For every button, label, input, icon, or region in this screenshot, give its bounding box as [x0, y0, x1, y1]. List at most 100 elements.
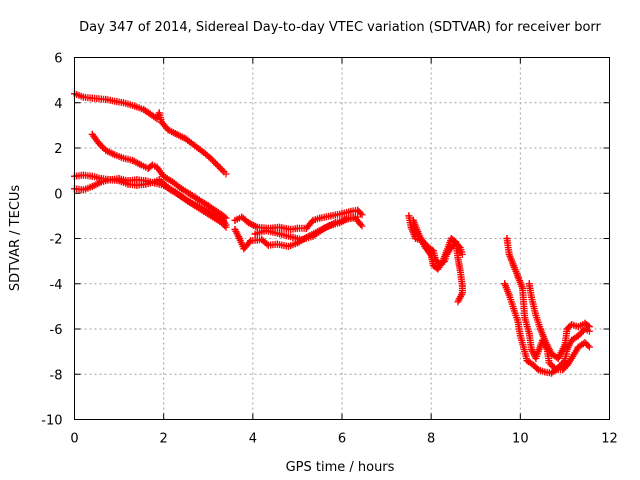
data-point: [111, 151, 119, 159]
data-point: [253, 223, 261, 231]
series-pass-10: [503, 235, 593, 374]
data-point: [536, 325, 544, 333]
data-point: [164, 126, 172, 134]
data-point: [178, 185, 185, 193]
data-point: [131, 102, 139, 110]
data-point: [452, 238, 460, 246]
series-trail: [71, 90, 228, 176]
data-point: [222, 170, 230, 178]
tick-layer: 0 2 4 6 8 10 12 -10 -8 -6 -4 -2 0 2 4 6: [41, 52, 618, 447]
data-point: [534, 348, 542, 356]
data-point: [276, 230, 284, 238]
data-point: [88, 182, 96, 190]
data-point: [79, 93, 87, 101]
data-point: [527, 345, 535, 353]
data-point: [88, 94, 96, 102]
data-point: [262, 227, 270, 235]
data-point: [144, 164, 152, 172]
data-point: [456, 244, 464, 252]
data-point: [354, 206, 362, 214]
data-point: [120, 99, 128, 107]
data-point: [456, 266, 464, 274]
data-point: [532, 354, 540, 362]
y-tick-label: 0: [54, 187, 62, 202]
x-tick-label: 2: [160, 432, 168, 447]
series-layer: [71, 90, 593, 377]
data-point: [258, 236, 266, 244]
data-point: [568, 320, 576, 328]
data-point: [164, 184, 172, 192]
data-point: [309, 232, 317, 240]
data-point: [331, 219, 339, 227]
data-point: [438, 258, 446, 266]
data-point: [548, 350, 556, 358]
data-point: [287, 225, 295, 233]
series-trail: [88, 130, 229, 221]
data-point: [519, 284, 527, 292]
data-point: [514, 318, 522, 326]
data-point: [338, 210, 346, 218]
data-point: [347, 207, 355, 215]
data-point: [146, 110, 154, 118]
data-point: [213, 161, 221, 169]
data-point: [133, 181, 141, 189]
data-point: [534, 366, 542, 374]
series-pass-11: [501, 280, 593, 377]
data-point: [173, 130, 181, 138]
y-tick-label: -4: [50, 278, 63, 293]
data-point: [276, 223, 284, 231]
data-point: [420, 242, 428, 250]
data-point: [358, 211, 366, 219]
data-point: [532, 311, 540, 319]
data-point: [142, 180, 150, 188]
data-point: [585, 343, 593, 351]
data-point: [231, 216, 239, 224]
data-point: [503, 235, 511, 242]
data-point: [247, 237, 255, 245]
y-tick-label: -10: [41, 414, 62, 429]
data-point: [505, 250, 513, 258]
data-point: [581, 339, 589, 347]
data-point: [153, 115, 161, 123]
x-tick-label: 6: [338, 432, 346, 447]
data-point: [505, 291, 513, 299]
data-point: [574, 343, 582, 351]
series-pass-9: [409, 216, 466, 306]
data-point: [525, 280, 533, 288]
data-point: [95, 139, 103, 147]
data-point: [501, 280, 509, 288]
data-point: [574, 323, 582, 331]
data-point: [79, 186, 87, 194]
data-point: [554, 354, 562, 362]
data-point: [563, 325, 571, 333]
data-point: [157, 118, 165, 126]
y-tick-label: -6: [50, 323, 63, 338]
data-point: [541, 368, 549, 376]
chart-title: Day 347 of 2014, Sidereal Day-to-day VTE…: [79, 20, 601, 35]
data-point: [302, 224, 310, 232]
data-point: [191, 202, 199, 210]
y-tick-label: -2: [50, 233, 63, 248]
data-point: [530, 361, 538, 369]
data-point: [527, 293, 535, 301]
data-point: [516, 332, 524, 340]
data-point: [545, 359, 553, 367]
data-point: [458, 250, 466, 258]
y-tick-label: 2: [54, 142, 62, 157]
data-point: [151, 178, 159, 186]
data-point: [407, 223, 415, 231]
data-point: [309, 216, 317, 224]
data-point: [115, 177, 123, 185]
data-point: [358, 222, 366, 230]
data-point: [97, 178, 105, 186]
data-point: [298, 236, 306, 244]
data-point: [429, 262, 437, 270]
data-point: [240, 245, 248, 253]
data-point: [429, 247, 437, 255]
data-point: [120, 154, 128, 162]
data-point: [106, 176, 114, 184]
data-point: [186, 190, 194, 198]
data-point: [218, 219, 226, 227]
data-point: [316, 214, 324, 222]
